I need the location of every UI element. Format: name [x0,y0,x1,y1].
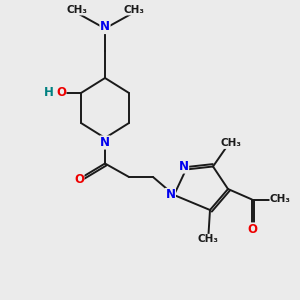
Text: CH₃: CH₃ [198,234,219,244]
Text: O: O [56,86,66,99]
Text: CH₃: CH₃ [270,194,291,205]
Text: N: N [100,136,110,149]
Text: O: O [247,223,257,236]
Text: N: N [165,188,176,202]
Text: N: N [100,20,110,34]
Text: CH₃: CH₃ [220,138,242,148]
Text: CH₃: CH₃ [123,5,144,15]
Text: N: N [178,160,189,173]
Text: O: O [74,173,84,186]
Text: H: H [44,86,54,100]
Text: CH₃: CH₃ [66,5,87,15]
